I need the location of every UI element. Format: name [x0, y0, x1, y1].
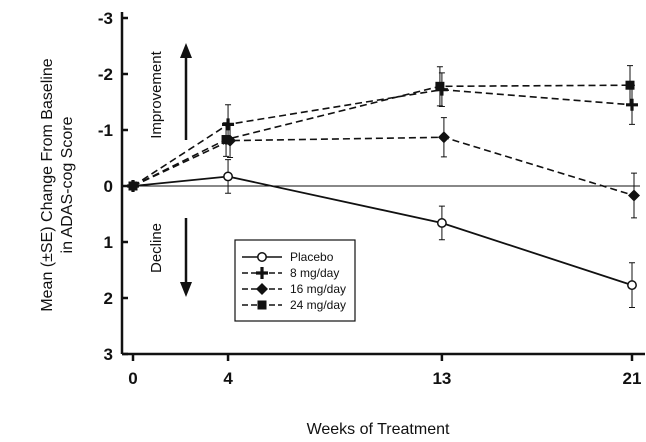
- series-24-mg-day: [128, 65, 635, 191]
- data-point: [223, 171, 233, 182]
- improvement-arrow-icon: [180, 43, 192, 140]
- y-tick-label: 3: [104, 345, 113, 364]
- y-axis-title-line2: in ADAS-cog Score: [59, 116, 76, 253]
- data-point: [627, 280, 637, 291]
- data-point: [435, 81, 445, 91]
- x-axis-title: Weeks of Treatment: [307, 421, 450, 438]
- series-line: [132, 84, 631, 187]
- legend-marker: [256, 267, 268, 279]
- legend-item: 16 mg/day: [242, 282, 346, 296]
- legend-marker: [257, 252, 267, 262]
- y-tick-label: 2: [104, 289, 113, 308]
- series-line: [132, 88, 633, 187]
- data-point: [625, 80, 635, 90]
- data-point: [436, 218, 447, 228]
- series-line: [132, 175, 633, 286]
- legend-item: 8 mg/day: [242, 266, 339, 280]
- x-tick-label: 13: [432, 369, 451, 388]
- y-tick-label: -1: [98, 121, 113, 140]
- data-point: [222, 118, 235, 131]
- y-tick-label: 0: [104, 177, 113, 196]
- decline-arrow-icon: [180, 218, 192, 297]
- x-tick-label: 4: [223, 369, 233, 388]
- y-tick-label: -2: [98, 65, 113, 84]
- series-16-mg-day: [127, 117, 640, 219]
- legend-item: 24 mg/day: [242, 298, 346, 312]
- legend-label: 24 mg/day: [290, 298, 346, 312]
- x-tick-label: 21: [623, 369, 642, 388]
- decline-label: Decline: [148, 223, 165, 273]
- y-axis-title-line1: Mean (±SE) Change From Baseline: [39, 58, 56, 311]
- data-point: [628, 189, 640, 202]
- legend-marker: [256, 283, 268, 295]
- data-point: [437, 131, 450, 144]
- data-point: [221, 135, 231, 145]
- series-placebo: [128, 159, 637, 309]
- improvement-label: Improvement: [148, 50, 165, 138]
- legend: Placebo 8 mg/day 16 mg/day 24 mg/day: [234, 239, 356, 322]
- series-8-mg-day: [127, 72, 638, 192]
- y-tick-label: 1: [104, 233, 113, 252]
- legend-box: [234, 239, 356, 322]
- legend-item: Placebo: [242, 250, 334, 264]
- x-tick-label: 0: [128, 369, 137, 388]
- legend-label: Placebo: [290, 250, 334, 264]
- legend-marker: [257, 300, 267, 310]
- series-line: [132, 136, 635, 197]
- data-point: [128, 181, 138, 191]
- legend-label: 8 mg/day: [290, 266, 339, 280]
- y-tick-label: -3: [98, 9, 113, 28]
- legend-label: 16 mg/day: [290, 282, 346, 296]
